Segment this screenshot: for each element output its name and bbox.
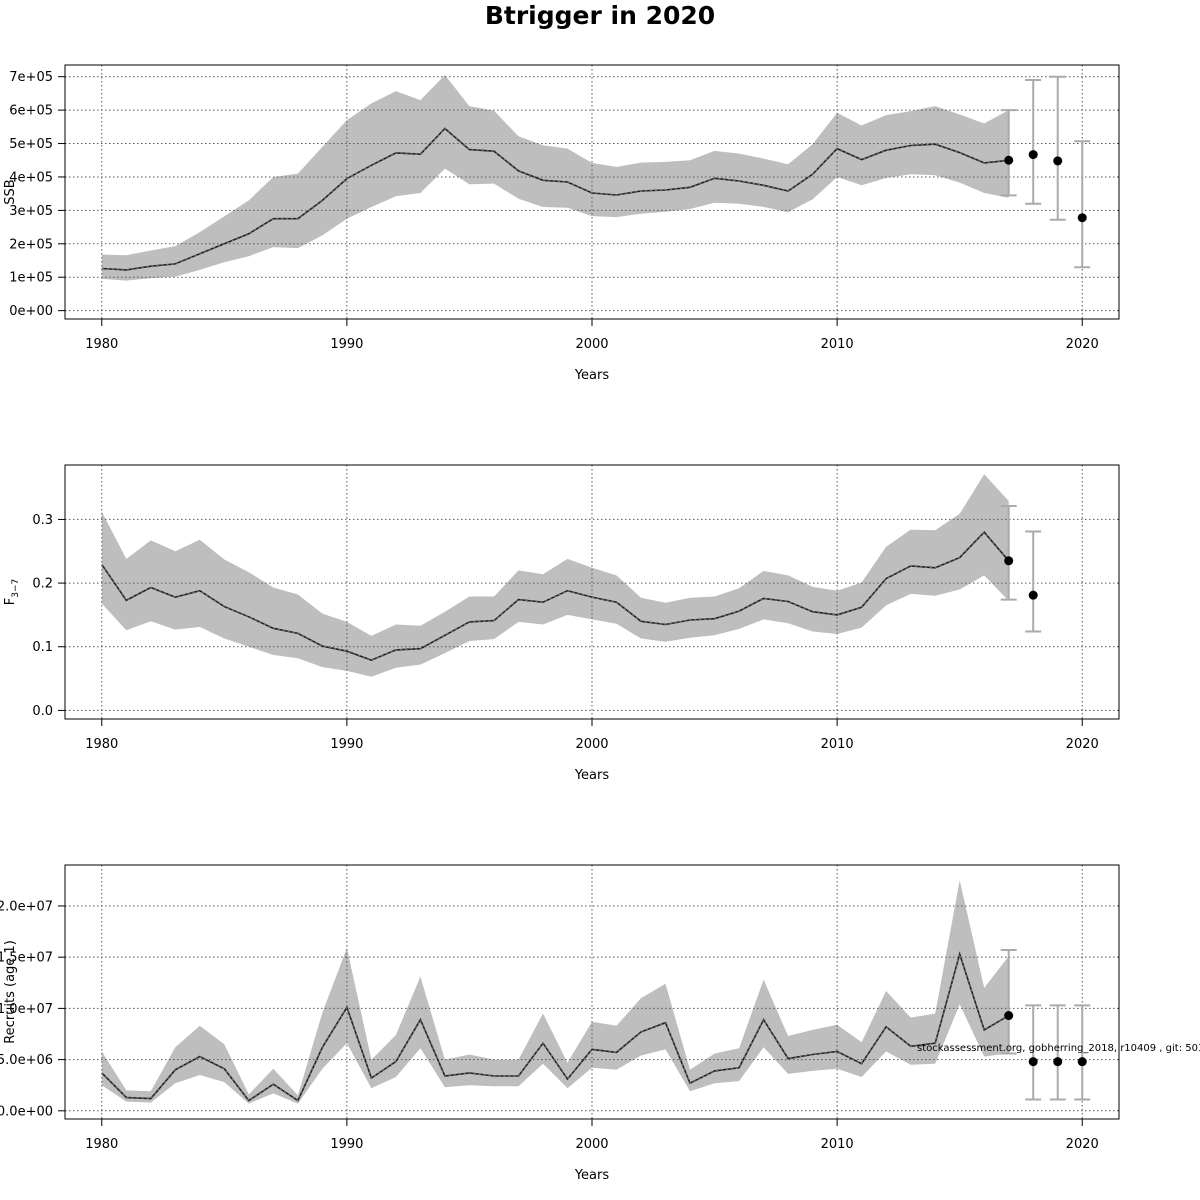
estimate-line-dash	[101, 531, 1010, 661]
estimate-line	[101, 127, 1009, 271]
data-point	[1004, 1011, 1014, 1021]
y-tick-label: 0.0e+00	[0, 1104, 53, 1119]
data-point	[1028, 1057, 1038, 1067]
confidence-band	[101, 880, 1009, 1104]
y-tick-label: 2e+05	[9, 237, 53, 252]
data-point	[1053, 156, 1063, 166]
x-tick-label: 2000	[575, 337, 608, 352]
y-axis-title: SSB	[3, 179, 18, 204]
data-point	[1028, 590, 1038, 600]
y-axis-title-subscript: 3−7	[11, 579, 21, 598]
x-tick-label: 2000	[575, 737, 608, 752]
panel-ssb: 1980 1990 2000 2010 2020 0e+00 1e+05 2e+05 3e+05…	[3, 64, 1120, 383]
y-tick-label: 5e+05	[9, 137, 53, 152]
panel-fbar: 1980 1990 2000 2010 2020 0.0 0.1 0.2 0.3 Years F3−…	[3, 464, 1120, 783]
data-point	[1053, 1057, 1063, 1067]
data-point	[1004, 155, 1014, 165]
x-tick-label: 1980	[85, 337, 118, 352]
x-axis-title: Years	[574, 1168, 610, 1183]
y-tick-label: 2.0e+07	[0, 899, 53, 914]
data-point	[1028, 150, 1038, 160]
y-tick-label: 0e+00	[9, 304, 53, 319]
x-tick-label: 2010	[821, 337, 854, 352]
y-tick-label: 5.0e+06	[0, 1053, 53, 1068]
panel-recruits: 1980 1990 2000 2010 2020 0.0e+00 5.0e+06 1.0e+0…	[0, 864, 1120, 1183]
y-tick-label: 3e+05	[9, 204, 53, 219]
x-axis-title: Years	[574, 768, 610, 783]
page-title: Btrigger in 2020	[484, 1, 716, 30]
data-point	[1077, 213, 1087, 223]
footnote: stockassessment.org, gobherring_2018, r1…	[917, 1043, 1200, 1054]
x-tick-label: 1990	[330, 737, 363, 752]
x-tick-label: 2020	[1066, 737, 1099, 752]
data-point	[1004, 556, 1014, 566]
x-tick-label: 1980	[85, 737, 118, 752]
x-tick-label: 2010	[821, 737, 854, 752]
y-tick-label: 1e+05	[9, 271, 53, 286]
confidence-band	[101, 75, 1009, 281]
x-tick-label: 2000	[575, 1137, 608, 1152]
y-tick-label: 0.2	[32, 577, 53, 592]
x-tick-label: 2010	[821, 1137, 854, 1152]
y-tick-label: 6e+05	[9, 104, 53, 119]
x-tick-label: 1990	[330, 337, 363, 352]
x-tick-label: 2020	[1066, 337, 1099, 352]
x-tick-label: 2020	[1066, 1137, 1099, 1152]
y-tick-label: 4e+05	[9, 170, 53, 185]
y-tick-label: 7e+05	[9, 70, 53, 85]
y-tick-label: 1.5e+07	[0, 951, 53, 966]
confidence-band	[101, 474, 1009, 677]
data-point	[1077, 1057, 1087, 1067]
y-tick-label: 1.0e+07	[0, 1002, 53, 1017]
x-tick-label: 1980	[85, 1137, 118, 1152]
estimate-line-dash	[101, 952, 1009, 1102]
y-axis-title: Recruits (age 1)	[3, 940, 18, 1044]
x-tick-label: 1990	[330, 1137, 363, 1152]
y-tick-label: 0.0	[32, 704, 53, 719]
y-tick-label: 0.1	[32, 640, 53, 655]
y-axis-title: F3−7	[3, 579, 21, 605]
x-axis-title: Years	[574, 368, 610, 383]
y-tick-label: 0.3	[32, 513, 53, 528]
